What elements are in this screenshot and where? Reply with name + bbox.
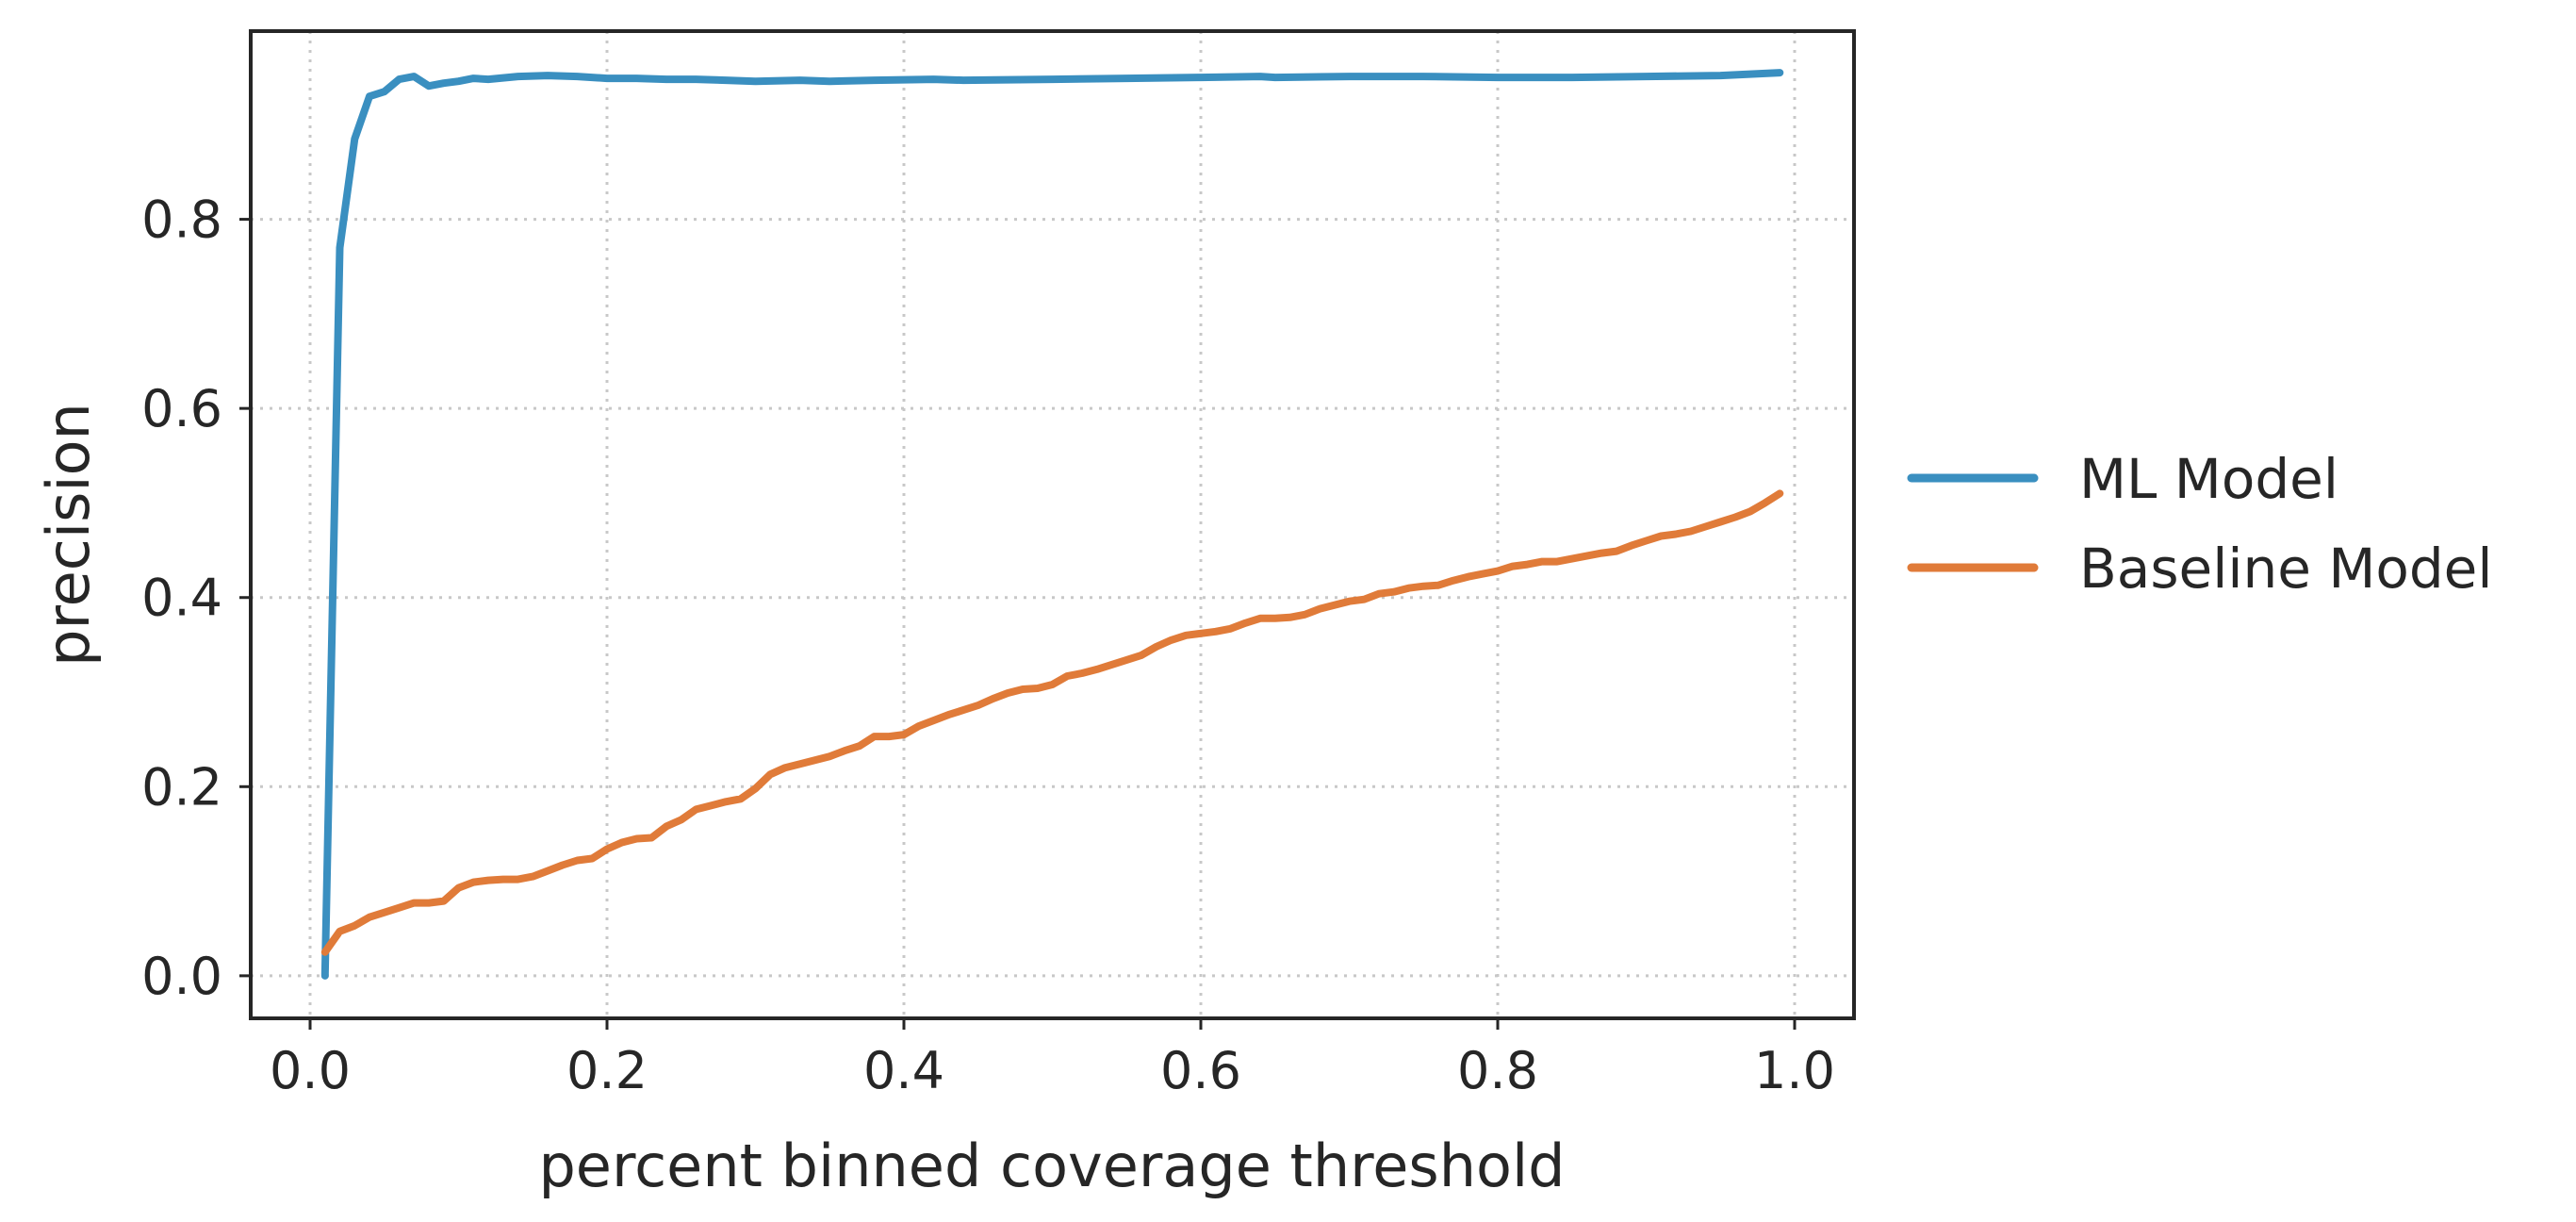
x-tick-label: 0.8 (1457, 1041, 1538, 1100)
y-tick-label: 0.0 (141, 947, 222, 1006)
y-tick-label: 0.8 (141, 190, 222, 250)
y-tick-label: 0.2 (141, 757, 222, 817)
tick-layer: 0.0 0.2 0.4 0.6 0.8 1.0 0.0 0.2 0.4 0.6 0.8 (141, 190, 1835, 1100)
y-tick-label: 0.6 (141, 379, 222, 438)
ml-model-line (320, 69, 1784, 980)
x-tick-label: 0.2 (566, 1041, 648, 1100)
x-tick-label: 1.0 (1754, 1041, 1835, 1100)
legend-label-baseline-model: Baseline Model (2079, 537, 2492, 601)
y-tick-label: 0.4 (141, 569, 222, 628)
x-axis-label: percent binned coverage threshold (538, 1131, 1565, 1200)
x-tick-label: 0.6 (1160, 1041, 1241, 1100)
x-tick-label: 0.4 (863, 1041, 944, 1100)
legend: ML Model Baseline Model (1907, 447, 2492, 601)
baseline-model-line (320, 489, 1784, 956)
grid-layer (251, 31, 1854, 1018)
y-axis-label: precision (34, 403, 103, 667)
x-tick-label: 0.0 (270, 1041, 351, 1100)
series-layer (320, 69, 1784, 980)
legend-label-ml-model: ML Model (2079, 447, 2338, 511)
plot-frame (249, 29, 1856, 1020)
